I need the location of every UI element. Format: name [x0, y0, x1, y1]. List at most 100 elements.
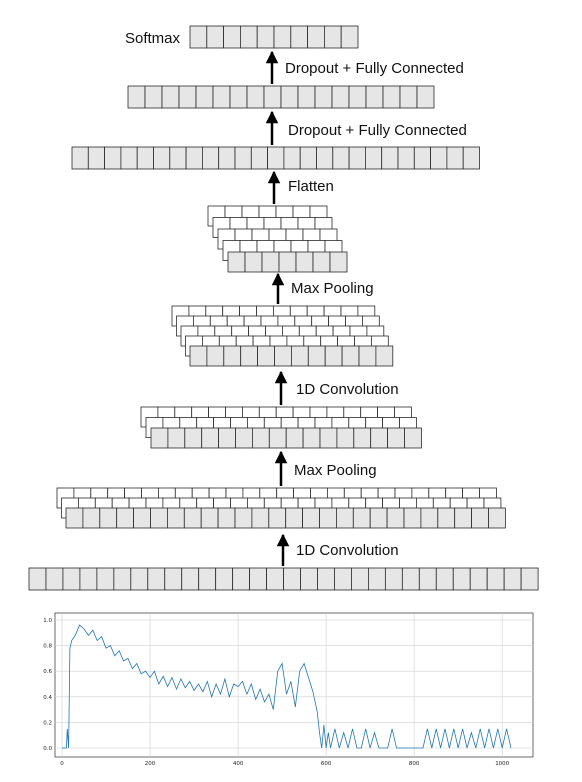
layer-cell — [127, 85, 146, 109]
label-dropout-fc-2: Dropout + Fully Connected — [285, 60, 464, 77]
layer-conv1 — [56, 487, 506, 529]
dense-layer-1-map-1 — [71, 146, 480, 170]
layer-cell — [201, 146, 220, 170]
layer-cell — [239, 25, 258, 49]
layer-cell — [234, 507, 253, 529]
layer-cell — [353, 427, 372, 449]
layer-cell — [130, 567, 149, 591]
layer-cell — [223, 345, 242, 367]
layer-cell — [351, 567, 369, 591]
layer-cell — [283, 146, 301, 170]
y-tick-label: 0.0 — [43, 746, 52, 752]
layer-pool2 — [207, 205, 348, 273]
layer-cell — [386, 507, 405, 529]
layer-cell — [401, 567, 420, 591]
layer-cell — [169, 146, 187, 170]
layer-cell — [167, 427, 186, 449]
conv-1-feature-maps-map-3 — [65, 507, 506, 529]
layer-cell — [381, 146, 399, 170]
layer-cell — [300, 567, 318, 591]
layer-cell — [250, 146, 269, 170]
max-pool-2-feature-maps-map-5 — [227, 251, 348, 273]
x-tick-label: 600 — [321, 761, 332, 767]
x-tick-label: 400 — [233, 761, 244, 767]
max-pool-1-feature-maps-map-3 — [150, 427, 422, 449]
layer-cell — [215, 567, 234, 591]
layer-cell — [223, 25, 241, 49]
layer-cell — [454, 507, 473, 529]
x-tick-label: 800 — [409, 761, 420, 767]
layer-cell — [246, 85, 265, 109]
layer-cell — [387, 427, 405, 449]
layer-cell — [240, 345, 258, 367]
layer-cell — [147, 567, 166, 591]
layer-cell — [462, 146, 480, 170]
layer-cell — [316, 146, 334, 170]
layer-cell — [244, 251, 263, 273]
layer-cell — [206, 25, 225, 49]
label-max-pooling-2: Max Pooling — [291, 280, 374, 297]
layer-cell — [201, 427, 219, 449]
plot-tick-labels: 0 200 400 600 800 1000 0.0 0.2 0.4 0.6 0.8 1.0 — [43, 618, 509, 767]
layer-output — [189, 25, 359, 49]
layer-cell — [348, 85, 367, 109]
layer-cell — [217, 507, 236, 529]
layer-cell — [150, 507, 168, 529]
layer-cell — [397, 146, 415, 170]
layer-cell — [302, 427, 321, 449]
layer-cell — [164, 567, 183, 591]
layer-cell — [206, 345, 225, 367]
layer-pool1 — [140, 406, 422, 449]
layer-cell — [261, 251, 280, 273]
layer-cell — [71, 146, 89, 170]
layer-cell — [437, 507, 456, 529]
layer-cell — [297, 85, 316, 109]
layer-cell — [235, 427, 253, 449]
layer-cell — [133, 507, 151, 529]
layer-cell — [62, 567, 81, 591]
layer-cell — [413, 146, 431, 170]
layer-cell — [341, 345, 360, 367]
label-max-pooling-1: Max Pooling — [294, 462, 377, 479]
layer-cell — [267, 146, 285, 170]
layer-cell — [319, 427, 338, 449]
layer-cell — [266, 567, 284, 591]
layer-cell — [302, 507, 320, 529]
layer-cell — [290, 25, 308, 49]
layer-dense2 — [127, 85, 435, 109]
layer-cell — [278, 251, 297, 273]
signal-series-line — [62, 624, 512, 749]
layer-cell — [520, 567, 539, 591]
layer-cell — [232, 567, 251, 591]
layer-cell — [329, 251, 348, 273]
layer-cell — [382, 85, 401, 109]
layer-cell — [336, 427, 355, 449]
layer-cell — [420, 507, 439, 529]
layer-cell — [307, 345, 326, 367]
input-layer-map-1 — [28, 567, 539, 591]
layer-cell — [161, 85, 180, 109]
layer-cell — [195, 85, 214, 109]
layer-cell — [295, 251, 314, 273]
layer-cell — [256, 25, 275, 49]
label-softmax: Softmax — [125, 30, 181, 47]
layer-cell — [251, 507, 270, 529]
layer-cell — [280, 85, 299, 109]
layer-cell — [312, 251, 331, 273]
layer-cell — [184, 427, 203, 449]
layer-cell — [65, 507, 84, 529]
layer-cell — [358, 345, 377, 367]
layer-cell — [212, 85, 231, 109]
layer-cell — [178, 85, 197, 109]
layer-cell — [79, 567, 98, 591]
y-tick-label: 0.2 — [43, 720, 52, 726]
layer-cell — [150, 427, 169, 449]
layer-cell — [273, 25, 292, 49]
layer-cell — [418, 567, 437, 591]
layer-cell — [268, 507, 287, 529]
layer-cell — [364, 146, 383, 170]
layer-cell — [469, 567, 488, 591]
softmax-output-layer-map-1 — [189, 25, 359, 49]
layer-cell — [290, 345, 309, 367]
layer-cell — [104, 146, 122, 170]
